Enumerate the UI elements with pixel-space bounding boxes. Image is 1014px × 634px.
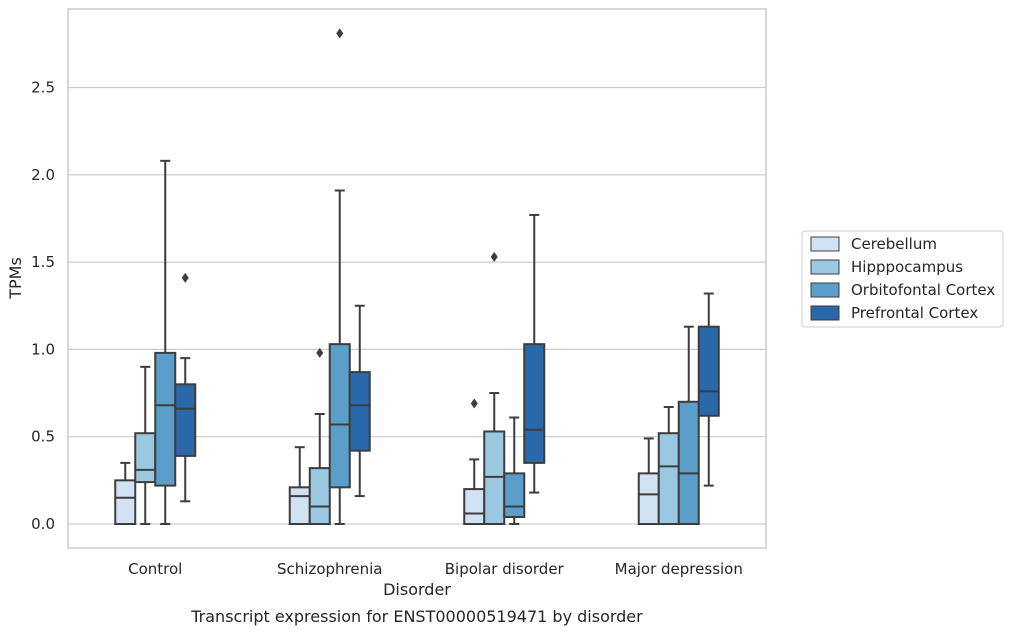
box bbox=[348, 371, 371, 452]
box bbox=[503, 472, 526, 519]
outlier-point bbox=[181, 272, 189, 283]
legend-swatch bbox=[810, 259, 840, 275]
x-tick-label: Schizophrenia bbox=[277, 560, 382, 578]
box-group bbox=[677, 325, 700, 525]
box-group bbox=[328, 28, 351, 525]
box bbox=[637, 472, 660, 525]
box-group bbox=[114, 461, 137, 526]
box-group bbox=[503, 416, 526, 525]
box bbox=[523, 343, 546, 464]
legend-label: Orbitofontal Cortex bbox=[851, 281, 995, 299]
box bbox=[657, 432, 680, 526]
box-group bbox=[697, 292, 720, 487]
box bbox=[134, 432, 157, 484]
plot-area-frame bbox=[67, 8, 767, 549]
box-group bbox=[288, 446, 311, 526]
outlier-point bbox=[316, 347, 324, 358]
legend: Cerebellum Hipppocampus Orbitofontal Corte… bbox=[801, 230, 1004, 328]
outlier-point bbox=[490, 251, 498, 262]
x-tick-label: Control bbox=[128, 560, 182, 578]
chart-caption: Transcript expression for ENST0000051947… bbox=[190, 607, 643, 626]
y-tick-label: 2.5 bbox=[31, 79, 55, 97]
x-tick-labels: Control Schizophrenia Bipolar disorder Majo… bbox=[128, 560, 743, 578]
box-group bbox=[308, 347, 331, 525]
box-series bbox=[114, 28, 720, 526]
y-tick-label: 0.0 bbox=[31, 515, 55, 533]
y-tick-labels: 0.0 0.5 1.0 1.5 2.0 2.5 bbox=[31, 79, 55, 534]
box bbox=[288, 486, 311, 526]
box bbox=[174, 383, 197, 457]
legend-label: Prefrontal Cortex bbox=[851, 304, 978, 322]
box-group bbox=[348, 304, 371, 498]
box-group bbox=[483, 251, 506, 526]
outlier-point bbox=[336, 28, 344, 39]
legend-swatch bbox=[810, 236, 840, 252]
box-group bbox=[463, 398, 486, 525]
y-tick-label: 1.5 bbox=[31, 253, 55, 271]
x-axis-title: Disorder bbox=[383, 580, 451, 599]
legend-swatch bbox=[810, 282, 840, 298]
box-group bbox=[134, 365, 157, 525]
legend-swatch bbox=[810, 305, 840, 321]
y-tick-label: 2.0 bbox=[31, 166, 55, 184]
y-tick-label: 0.5 bbox=[31, 428, 55, 446]
y-tick-label: 1.0 bbox=[31, 340, 55, 358]
box bbox=[308, 467, 331, 525]
box bbox=[114, 479, 137, 526]
outlier-point bbox=[470, 398, 478, 409]
box-group bbox=[154, 159, 177, 525]
box-group bbox=[657, 406, 680, 526]
x-tick-label: Major depression bbox=[615, 560, 743, 578]
legend-label: Hipppocampus bbox=[851, 258, 963, 276]
legend-label: Cerebellum bbox=[851, 235, 937, 253]
box-group bbox=[637, 437, 660, 525]
box bbox=[328, 343, 351, 489]
legend-frame bbox=[801, 230, 1004, 328]
box bbox=[154, 351, 177, 487]
box-group bbox=[523, 213, 546, 494]
box-group bbox=[174, 272, 197, 503]
box bbox=[697, 325, 720, 417]
box bbox=[463, 488, 486, 525]
y-axis-title: TPMs bbox=[6, 257, 25, 300]
box bbox=[677, 400, 700, 525]
x-tick-label: Bipolar disorder bbox=[445, 560, 565, 578]
